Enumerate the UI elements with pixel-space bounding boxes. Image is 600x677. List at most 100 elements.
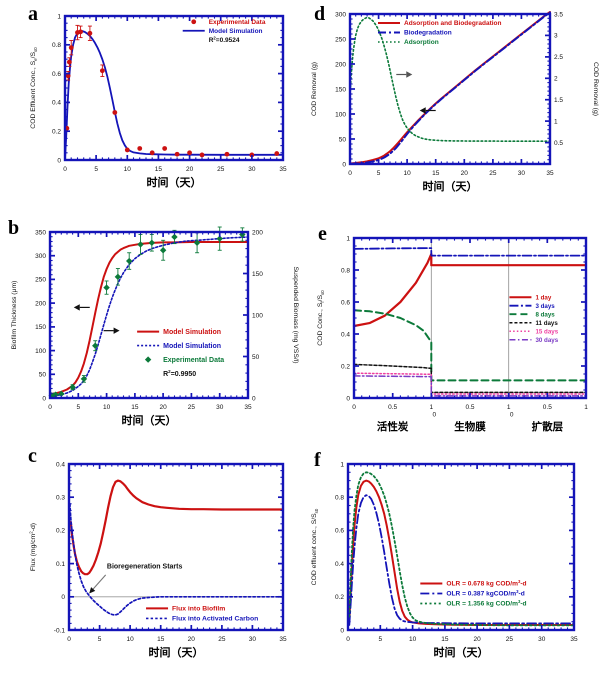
svg-text:15: 15 [155, 166, 163, 173]
svg-text:0: 0 [346, 636, 350, 643]
legend: Flux into Biofilm Flux into Activated Car… [146, 606, 258, 623]
svg-text:时间（天）: 时间（天） [122, 413, 177, 427]
panel-a-chart: 0 5 10 15 20 25 30 35 0 0.2 0.4 0.6 0.8 1 时间（天） COD Eff… [30, 13, 287, 189]
series-flux-into-activated-carbon [69, 502, 284, 616]
panel-label-a: a [28, 3, 38, 25]
svg-text:Flux into Activated Carbon: Flux into Activated Carbon [172, 616, 258, 623]
svg-text:Model Simulation: Model Simulation [209, 28, 263, 35]
svg-text:扩散层: 扩散层 [532, 420, 564, 433]
panel-label-d: d [314, 3, 326, 25]
svg-text:0.1: 0.1 [56, 561, 65, 568]
svg-text:0.4: 0.4 [52, 100, 61, 107]
axis-pointer-arrow [73, 304, 90, 311]
svg-text:Model Simulation: Model Simulation [163, 329, 221, 336]
svg-text:200: 200 [35, 300, 46, 307]
svg-text:15 days: 15 days [535, 328, 558, 335]
svg-text:0.2: 0.2 [52, 129, 61, 136]
svg-text:0.3: 0.3 [56, 495, 65, 502]
svg-text:Flux (mg/cm2-d): Flux (mg/cm2-d) [28, 523, 37, 571]
svg-text:OLR = 0.678 kg COD/m3-d: OLR = 0.678 kg COD/m3-d [446, 579, 526, 588]
svg-text:OLR = 1.356 kg COD/m3-d: OLR = 1.356 kg COD/m3-d [446, 599, 526, 608]
svg-text:10: 10 [103, 404, 111, 411]
svg-text:COD Removal (g): COD Removal (g) [311, 62, 318, 116]
svg-text:20: 20 [188, 636, 196, 643]
svg-text:时间（天）: 时间（天） [149, 645, 204, 659]
svg-text:0: 0 [42, 395, 46, 402]
axes-frame: 0 5 10 15 20 25 30 3505010015020025030035005010… [35, 229, 263, 411]
svg-text:0.8: 0.8 [341, 267, 350, 274]
svg-text:R2=0.9950: R2=0.9950 [163, 369, 196, 378]
svg-text:COD Removal (g): COD Removal (g) [592, 62, 599, 116]
svg-text:11 days: 11 days [535, 320, 558, 327]
svg-text:0: 0 [252, 395, 256, 402]
svg-text:35: 35 [279, 636, 287, 643]
svg-text:COD effluent conc., S/Ss0: COD effluent conc., S/Ss0 [311, 508, 319, 585]
svg-text:5: 5 [76, 404, 80, 411]
series-model-simulation [49, 241, 249, 396]
svg-text:15: 15 [432, 170, 440, 177]
axes-frame: 0 5 10 15 20 25 30 35 0 0.2 0.4 0.6 0.8 1 [335, 461, 578, 643]
axis-titles: 时间（天） COD Removal (g) COD Removal (g) [311, 62, 599, 193]
svg-text:0: 0 [346, 395, 350, 402]
svg-text:生物膜: 生物膜 [454, 420, 486, 433]
svg-text:50: 50 [39, 372, 47, 379]
svg-text:OLR = 0.387 kgCOD/m3-d: OLR = 0.387 kgCOD/m3-d [446, 589, 524, 598]
svg-text:1: 1 [57, 13, 61, 20]
svg-text:30: 30 [249, 636, 257, 643]
svg-text:0: 0 [48, 404, 52, 411]
svg-text:10: 10 [124, 166, 132, 173]
svg-text:0.5: 0.5 [388, 404, 397, 411]
svg-text:150: 150 [35, 324, 46, 331]
svg-text:100: 100 [252, 312, 263, 319]
svg-text:0: 0 [352, 404, 356, 411]
series-1-day [352, 252, 588, 328]
axis-titles: 时间（天） Biofilm Thickness (μm) Suspended Bio… [11, 266, 299, 427]
legend: Adsorption and Biodegradation Biodegradat… [378, 20, 502, 46]
svg-text:3: 3 [554, 33, 558, 40]
svg-text:0.5: 0.5 [554, 140, 563, 147]
svg-text:0: 0 [433, 412, 437, 419]
svg-text:R2=0.9524: R2=0.9524 [209, 35, 240, 44]
series-experimental-data [64, 24, 280, 158]
svg-text:20: 20 [186, 166, 194, 173]
series-flux-into-biofilm [69, 479, 285, 576]
svg-text:250: 250 [335, 36, 346, 43]
series-olr-0-678-kg-cod-m3-d [348, 479, 575, 626]
panel-label-c: c [28, 445, 37, 467]
svg-text:0: 0 [61, 594, 65, 601]
svg-text:时间（天）: 时间（天） [423, 179, 478, 193]
annotation: Bioregeneration Starts [89, 564, 182, 594]
svg-text:0.4: 0.4 [335, 561, 344, 568]
svg-text:1: 1 [554, 118, 558, 125]
svg-text:Model Simulation: Model Simulation [163, 343, 221, 350]
svg-text:时间（天）: 时间（天） [434, 645, 489, 659]
svg-text:1: 1 [430, 404, 434, 411]
svg-text:5: 5 [377, 170, 381, 177]
axis-pointer-arrow [396, 71, 413, 78]
series-olr-0-387-kgcod-m3-d [348, 494, 575, 626]
panel-b-chart: 0 5 10 15 20 25 30 3505010015020025030035005010… [11, 226, 299, 427]
svg-text:30 days: 30 days [535, 337, 558, 344]
svg-text:150: 150 [252, 271, 263, 278]
svg-text:250: 250 [35, 277, 46, 284]
panel-f-chart: 0 5 10 15 20 25 30 35 0 0.2 0.4 0.6 0.8 1 时间（天） COD eff… [311, 461, 578, 659]
svg-text:30: 30 [518, 170, 526, 177]
svg-text:35: 35 [279, 166, 287, 173]
svg-text:0: 0 [63, 166, 67, 173]
svg-text:100: 100 [335, 111, 346, 118]
series-biodegradation [349, 11, 551, 165]
panel-label-b: b [8, 217, 20, 239]
svg-text:0: 0 [340, 627, 344, 634]
series-11-days [353, 363, 587, 394]
svg-text:20: 20 [461, 170, 469, 177]
svg-text:35: 35 [244, 404, 252, 411]
svg-text:5: 5 [94, 166, 98, 173]
svg-text:15: 15 [157, 636, 165, 643]
series-model-simulation [64, 30, 284, 160]
svg-text:2: 2 [554, 76, 558, 83]
svg-text:10: 10 [127, 636, 135, 643]
svg-text:COD Effluent Conc., Se/Ss0: COD Effluent Conc., Se/Ss0 [30, 47, 38, 129]
svg-text:1: 1 [507, 404, 511, 411]
